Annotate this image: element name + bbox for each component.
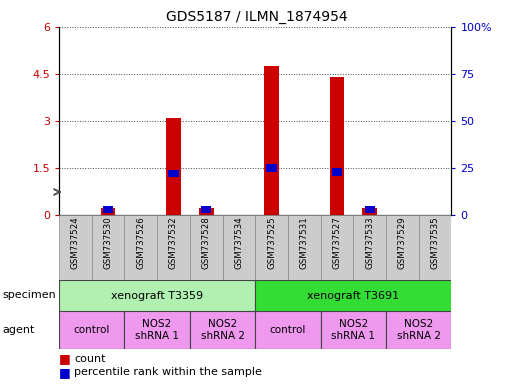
- Bar: [365, 206, 375, 213]
- Text: GSM737532: GSM737532: [169, 216, 178, 269]
- FancyBboxPatch shape: [255, 280, 451, 311]
- Text: GDS5187 / ILMN_1874954: GDS5187 / ILMN_1874954: [166, 10, 347, 23]
- Text: NOS2
shRNA 1: NOS2 shRNA 1: [331, 319, 376, 341]
- FancyBboxPatch shape: [288, 215, 321, 280]
- Text: GSM737528: GSM737528: [202, 216, 211, 269]
- Text: specimen: specimen: [3, 290, 56, 300]
- Text: GSM737527: GSM737527: [332, 216, 342, 269]
- FancyBboxPatch shape: [190, 311, 255, 349]
- Text: GSM737530: GSM737530: [104, 216, 112, 269]
- Text: NOS2
shRNA 1: NOS2 shRNA 1: [135, 319, 179, 341]
- Text: GSM737535: GSM737535: [430, 216, 440, 269]
- FancyBboxPatch shape: [419, 215, 451, 280]
- FancyBboxPatch shape: [321, 215, 353, 280]
- Bar: [103, 206, 113, 213]
- FancyBboxPatch shape: [353, 215, 386, 280]
- FancyBboxPatch shape: [59, 280, 255, 311]
- Text: control: control: [270, 325, 306, 335]
- Bar: [166, 118, 181, 215]
- Text: count: count: [74, 354, 106, 364]
- Text: xenograft T3691: xenograft T3691: [307, 291, 400, 301]
- Text: GSM737534: GSM737534: [234, 216, 243, 269]
- Bar: [199, 208, 213, 215]
- Bar: [168, 170, 179, 177]
- FancyBboxPatch shape: [59, 311, 124, 349]
- Bar: [330, 77, 344, 215]
- Bar: [264, 66, 279, 215]
- FancyBboxPatch shape: [223, 215, 255, 280]
- Text: GSM737533: GSM737533: [365, 216, 374, 269]
- FancyBboxPatch shape: [321, 311, 386, 349]
- FancyBboxPatch shape: [124, 311, 190, 349]
- Bar: [332, 168, 342, 175]
- FancyBboxPatch shape: [386, 311, 451, 349]
- FancyBboxPatch shape: [255, 311, 321, 349]
- Text: ■: ■: [59, 353, 71, 366]
- Text: NOS2
shRNA 2: NOS2 shRNA 2: [201, 319, 245, 341]
- FancyBboxPatch shape: [124, 215, 157, 280]
- Bar: [266, 164, 277, 172]
- Text: percentile rank within the sample: percentile rank within the sample: [74, 367, 262, 377]
- Text: control: control: [73, 325, 110, 335]
- Text: GSM737526: GSM737526: [136, 216, 145, 269]
- FancyBboxPatch shape: [157, 215, 190, 280]
- FancyBboxPatch shape: [386, 215, 419, 280]
- Text: NOS2
shRNA 2: NOS2 shRNA 2: [397, 319, 441, 341]
- Text: agent: agent: [3, 325, 35, 335]
- Text: GSM737529: GSM737529: [398, 216, 407, 269]
- Bar: [201, 206, 211, 213]
- FancyBboxPatch shape: [59, 215, 92, 280]
- Text: xenograft T3359: xenograft T3359: [111, 291, 203, 301]
- FancyBboxPatch shape: [190, 215, 223, 280]
- Bar: [101, 208, 115, 215]
- Bar: [362, 208, 377, 215]
- Text: GSM737524: GSM737524: [71, 216, 80, 269]
- Text: ■: ■: [59, 366, 71, 379]
- Text: GSM737525: GSM737525: [267, 216, 276, 269]
- FancyBboxPatch shape: [92, 215, 124, 280]
- Text: GSM737531: GSM737531: [300, 216, 309, 269]
- FancyBboxPatch shape: [255, 215, 288, 280]
